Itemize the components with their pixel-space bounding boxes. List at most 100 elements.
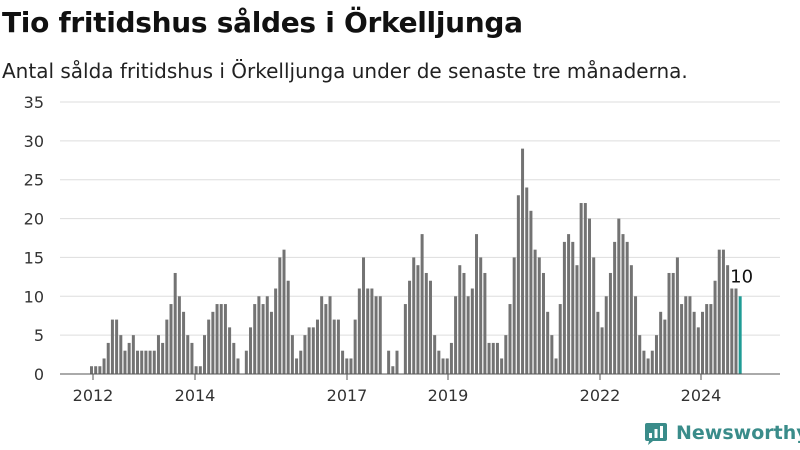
bar (127, 342, 131, 374)
bar (692, 311, 696, 374)
bar (177, 296, 181, 374)
bar (491, 342, 495, 374)
bar (437, 350, 441, 374)
data-label: 10 (730, 266, 753, 287)
bar (190, 342, 194, 374)
bar (198, 366, 202, 374)
bar (701, 311, 705, 374)
y-tick-label: 5 (34, 326, 44, 345)
bar (634, 296, 638, 374)
bar (223, 304, 227, 374)
bar (617, 218, 621, 374)
bar (688, 296, 692, 374)
bar (579, 203, 583, 374)
bar (592, 257, 596, 374)
bar (295, 358, 299, 374)
y-tick-label: 20 (24, 210, 44, 229)
bar (521, 148, 525, 374)
y-tick-label: 10 (24, 287, 44, 306)
y-tick-label: 30 (24, 132, 44, 151)
bar (387, 350, 391, 374)
bar (236, 358, 240, 374)
bar (533, 249, 537, 374)
bar (475, 234, 479, 374)
bar (588, 218, 592, 374)
bar (232, 342, 236, 374)
bar (186, 335, 190, 374)
x-tick-label: 2019 (428, 386, 469, 405)
bar (659, 311, 663, 374)
bar (449, 342, 453, 374)
bar (454, 296, 458, 374)
bar (391, 366, 395, 374)
x-tick-label: 2017 (327, 386, 368, 405)
bar (428, 280, 432, 374)
bar (495, 342, 499, 374)
bar (156, 335, 160, 374)
bar (721, 249, 725, 374)
bar (642, 350, 646, 374)
bar (567, 234, 571, 374)
bar (299, 350, 303, 374)
bar (696, 327, 700, 374)
bar (370, 288, 374, 374)
bar (378, 296, 382, 374)
newsworthy-logo: Newsworthy (644, 421, 800, 445)
bar (684, 296, 688, 374)
bar (336, 319, 340, 374)
bar (562, 241, 566, 374)
bar (546, 311, 550, 374)
brand-name: Newsworthy (676, 422, 800, 444)
bar (420, 234, 424, 374)
y-tick-label: 25 (24, 171, 44, 190)
bar (571, 241, 575, 374)
bar (324, 304, 328, 374)
bar (500, 358, 504, 374)
bar (203, 335, 206, 374)
bar (357, 288, 361, 374)
bar (345, 358, 349, 374)
bar (408, 280, 412, 374)
bar (458, 265, 462, 374)
bar (90, 366, 93, 374)
bar (625, 241, 629, 374)
bar (629, 265, 633, 374)
bar (362, 257, 366, 374)
y-tick-label: 35 (24, 93, 44, 112)
bar (726, 265, 730, 374)
bar (307, 327, 311, 374)
bar (412, 257, 416, 374)
bar (462, 272, 466, 374)
bar (182, 311, 186, 374)
bar (441, 358, 445, 374)
bar (194, 366, 198, 374)
bar (667, 272, 671, 374)
bar (219, 304, 223, 374)
bar (215, 304, 219, 374)
bar (315, 319, 319, 374)
bar (265, 296, 269, 374)
x-tick-label: 2024 (681, 386, 722, 405)
bar (675, 257, 679, 374)
bar (253, 304, 257, 374)
bar (278, 257, 282, 374)
bar (470, 288, 474, 374)
bar (211, 311, 215, 374)
bar (110, 319, 114, 374)
bar (228, 327, 232, 374)
bar (550, 335, 554, 374)
bar (608, 272, 612, 374)
bar (119, 335, 123, 374)
bar (734, 288, 738, 374)
bar (600, 327, 604, 374)
bar (508, 304, 512, 374)
bar (713, 280, 717, 374)
bar (148, 350, 152, 374)
bar (165, 319, 169, 374)
bar (671, 272, 675, 374)
bar (504, 335, 508, 374)
bar (416, 265, 420, 374)
bar (169, 304, 173, 374)
bar (424, 272, 428, 374)
bar (311, 327, 315, 374)
